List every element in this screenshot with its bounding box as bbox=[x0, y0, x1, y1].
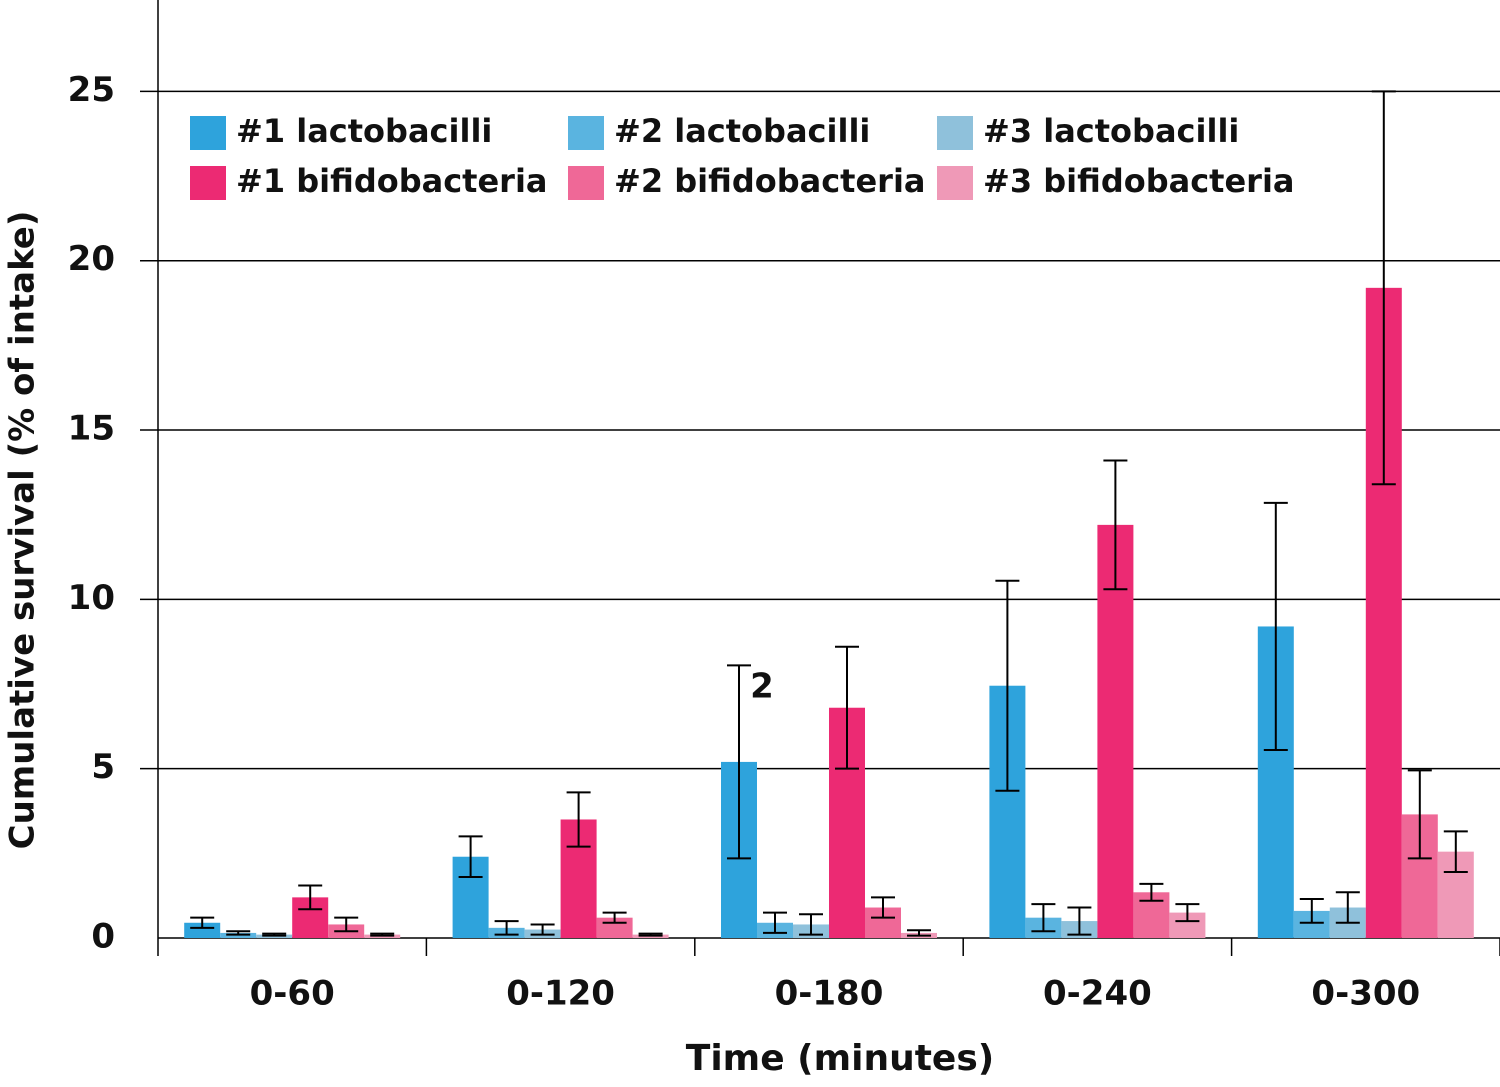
error-bar bbox=[190, 916, 215, 929]
annotation: 2 bbox=[750, 667, 774, 707]
error-bar bbox=[1067, 906, 1092, 936]
x-tick-label: 0-60 bbox=[250, 974, 335, 1014]
legend-swatch bbox=[937, 116, 973, 150]
error-bar bbox=[1103, 459, 1128, 591]
error-bar bbox=[1299, 898, 1324, 924]
error-bar bbox=[226, 930, 251, 936]
error-bar bbox=[298, 884, 323, 911]
x-tick-label: 0-180 bbox=[775, 974, 884, 1014]
legend-label: #3 lactobacilli bbox=[983, 112, 1239, 150]
error-bar bbox=[763, 911, 787, 934]
error-bar bbox=[1031, 903, 1056, 933]
y-axis-title: Cumulative survival (% of intake) bbox=[3, 211, 43, 850]
y-tick-label: 0 bbox=[91, 917, 115, 957]
legend-label: #2 lactobacilli bbox=[614, 112, 870, 150]
error-bar bbox=[494, 920, 519, 936]
y-tick-label: 25 bbox=[68, 70, 115, 110]
error-bar bbox=[530, 923, 555, 936]
legend-swatch bbox=[937, 166, 973, 200]
error-bar bbox=[334, 916, 359, 933]
error-bar bbox=[871, 896, 895, 919]
error-bar bbox=[907, 929, 931, 937]
error-bar bbox=[799, 913, 823, 936]
bar bbox=[184, 922, 221, 938]
y-tick-label: 10 bbox=[68, 578, 115, 618]
legend-swatch bbox=[190, 166, 226, 200]
error-bar bbox=[370, 932, 395, 937]
legend-label: #1 bifidobacteria bbox=[236, 162, 548, 200]
x-tick-label: 0-120 bbox=[506, 974, 615, 1014]
error-bar bbox=[566, 791, 591, 848]
x-tick-label: 0-300 bbox=[1311, 974, 1420, 1014]
x-tick-label: 0-240 bbox=[1043, 974, 1152, 1014]
legend-label: #1 lactobacilli bbox=[236, 112, 492, 150]
legend-swatch bbox=[568, 116, 604, 150]
error-bar bbox=[1175, 903, 1200, 923]
y-tick-label: 5 bbox=[91, 747, 115, 787]
error-bar bbox=[638, 932, 663, 937]
error-bar bbox=[1407, 769, 1432, 860]
y-tick-label: 20 bbox=[68, 239, 115, 279]
error-bar bbox=[262, 932, 287, 937]
error-bar bbox=[602, 911, 627, 924]
error-bar bbox=[995, 579, 1020, 792]
legend-swatch bbox=[190, 116, 226, 150]
x-axis-title: Time (minutes) bbox=[686, 1038, 994, 1079]
error-bar bbox=[1443, 830, 1468, 873]
error-bar bbox=[458, 835, 483, 879]
error-bar bbox=[1139, 882, 1164, 902]
error-bar bbox=[1263, 501, 1288, 752]
legend-swatch bbox=[568, 166, 604, 200]
y-tick-label: 15 bbox=[68, 409, 115, 449]
error-bar bbox=[1371, 90, 1396, 486]
legend-label: #2 bifidobacteria bbox=[614, 162, 926, 200]
error-bar bbox=[727, 664, 751, 860]
error-bar bbox=[835, 645, 859, 770]
legend-label: #3 bifidobacteria bbox=[983, 162, 1295, 200]
bar bbox=[1097, 524, 1134, 938]
error-bar bbox=[1335, 891, 1360, 924]
